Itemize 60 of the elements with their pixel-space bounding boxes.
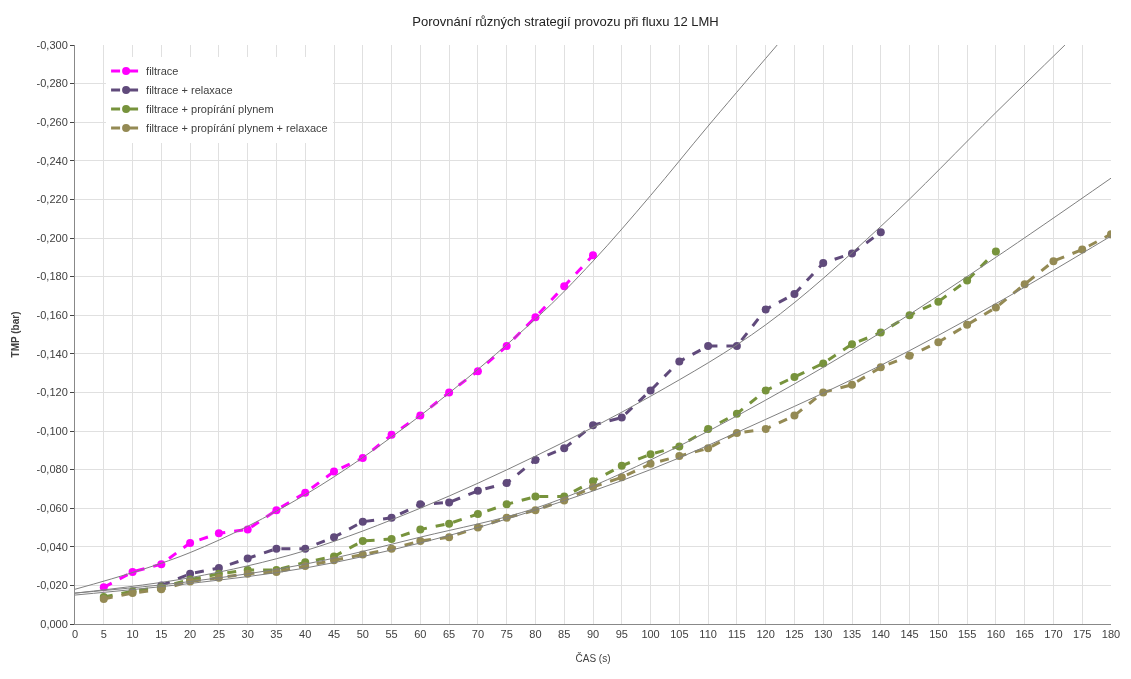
x-tick-label: 150 — [929, 628, 948, 641]
x-tick-label: 90 — [586, 628, 600, 641]
x-tick-label: 85 — [558, 628, 571, 641]
x-tick-label: 160 — [986, 628, 1006, 641]
y-tick-label: -0,260 — [36, 116, 68, 129]
x-tick-label: 65 — [442, 628, 456, 641]
x-tick-label: 0 — [71, 628, 79, 641]
x-tick-label: 20 — [183, 628, 197, 641]
y-tick-label: -0,040 — [36, 540, 68, 553]
x-tick-label: 40 — [299, 628, 312, 641]
x-tick-label: 180 — [1101, 628, 1121, 641]
x-tick-label: 125 — [785, 628, 804, 641]
y-tick-label: -0,100 — [36, 424, 68, 437]
y-tick-label: -0,140 — [36, 347, 68, 360]
x-tick-label: 145 — [900, 628, 919, 641]
x-tick-label: 170 — [1044, 628, 1063, 641]
y-tick-label: -0,060 — [36, 502, 68, 515]
chart-title: Porovnání různých strategií provozu při fluxu 12 LMH — [412, 14, 719, 30]
legend-label: filtrace — [146, 65, 179, 78]
x-tick-label: 60 — [414, 628, 427, 641]
x-tick-label: 105 — [670, 628, 689, 641]
x-tick-label: 5 — [100, 628, 107, 641]
x-tick-label: 55 — [385, 628, 398, 641]
x-tick-label: 155 — [957, 628, 977, 641]
x-tick-label: 75 — [500, 628, 513, 641]
legend-label: filtrace + propírání plynem + relaxace — [146, 122, 328, 135]
y-tick-label: -0,020 — [36, 579, 68, 592]
y-tick-label: -0,200 — [36, 231, 68, 244]
x-tick-label: 110 — [699, 628, 717, 641]
x-tick-label: 140 — [871, 628, 890, 641]
x-tick-label: 50 — [356, 628, 369, 641]
x-tick-label: 10 — [126, 628, 139, 641]
x-tick-label: 130 — [814, 628, 833, 641]
y-tick-label: -0,180 — [36, 270, 68, 283]
x-tick-label: 165 — [1015, 628, 1034, 641]
y-tick-label: -0,120 — [36, 386, 68, 399]
y-tick-label: -0,240 — [36, 154, 68, 167]
y-tick-label: -0,220 — [36, 193, 68, 206]
x-tick-label: 80 — [529, 628, 542, 641]
y-tick-label: -0,080 — [36, 463, 68, 476]
x-tick-label: 70 — [471, 628, 485, 641]
y-axis-title: TMP (bar) — [9, 311, 21, 358]
x-tick-label: 45 — [327, 628, 341, 641]
x-tick-label: 120 — [756, 628, 775, 641]
x-tick-label: 25 — [212, 628, 226, 641]
x-tick-label: 35 — [270, 628, 283, 641]
x-tick-label: 95 — [615, 628, 628, 641]
x-axis-title: ČAS (s) — [575, 651, 611, 664]
x-tick-label: 30 — [241, 628, 254, 641]
legend-label: filtrace + propírání plynem — [146, 103, 274, 116]
legend-label: filtrace + relaxace — [146, 84, 233, 97]
x-tick-label: 135 — [842, 628, 862, 641]
x-tick-label: 100 — [641, 628, 660, 641]
x-tick-label: 15 — [155, 628, 168, 641]
x-tick-label: 115 — [728, 628, 746, 641]
y-tick-label: 0,000 — [40, 617, 68, 630]
y-tick-label: -0,160 — [36, 309, 68, 322]
y-tick-label: -0,300 — [36, 38, 68, 51]
x-tick-label: 175 — [1073, 628, 1092, 641]
y-tick-label: -0,280 — [36, 77, 68, 90]
